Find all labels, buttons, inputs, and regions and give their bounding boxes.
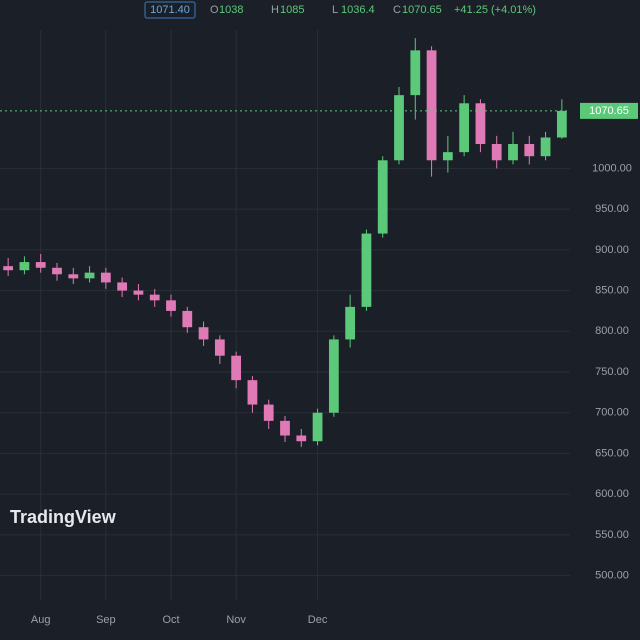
candle-body xyxy=(345,306,356,340)
ohlc-value: 1038 xyxy=(219,4,243,16)
ohlc-key: L xyxy=(332,4,338,16)
candle-body xyxy=(410,50,421,96)
candle-body xyxy=(328,339,339,413)
candle-body xyxy=(100,272,111,283)
y-tick-label: 1000.00 xyxy=(592,162,632,174)
y-tick-label: 550.00 xyxy=(595,529,629,541)
y-tick-label: 650.00 xyxy=(595,447,629,459)
y-tick-label: 500.00 xyxy=(595,569,629,581)
x-tick-label: Aug xyxy=(31,614,51,626)
candle-body xyxy=(459,103,470,153)
y-tick-label: 800.00 xyxy=(595,325,629,337)
header: 1071.40 xyxy=(144,1,196,19)
candle-body xyxy=(280,420,290,436)
ohlc-key: H xyxy=(271,4,279,16)
ohlc-key: C xyxy=(393,4,401,16)
candle-body xyxy=(312,412,323,442)
candle-body xyxy=(214,339,225,356)
candle-body xyxy=(377,160,388,234)
y-tick-label: 950.00 xyxy=(595,203,629,215)
candle-body xyxy=(231,355,242,381)
candle-body xyxy=(52,267,62,275)
candle-body xyxy=(442,152,453,161)
candle-body xyxy=(508,144,518,161)
y-tick-label: 750.00 xyxy=(595,366,629,378)
candle-body xyxy=(198,327,209,340)
candle-body xyxy=(556,110,567,138)
candle-body xyxy=(149,294,160,301)
price-box-frame xyxy=(144,1,196,19)
logo: TradingView xyxy=(10,507,117,527)
y-tick-label: 700.00 xyxy=(595,407,629,419)
x-tick-label: Oct xyxy=(162,614,179,626)
candle-body xyxy=(524,144,535,157)
candle-body xyxy=(247,380,258,405)
candle-body xyxy=(182,310,193,328)
candle-body xyxy=(166,300,176,311)
candle-body xyxy=(19,262,30,271)
candle-body xyxy=(394,95,404,161)
candle-body xyxy=(117,282,128,291)
price-box: 1071.40 xyxy=(150,4,190,16)
candle-body xyxy=(296,435,307,442)
x-tick-label: Nov xyxy=(226,614,246,626)
candle-body xyxy=(475,103,486,144)
y-tick-label: 900.00 xyxy=(595,244,629,256)
candle-body xyxy=(263,404,274,421)
candle-body xyxy=(491,144,502,161)
change: +41.25 (+4.01%) xyxy=(454,4,536,16)
candle-body xyxy=(133,290,144,295)
y-tick-label: 600.00 xyxy=(595,488,629,500)
x-tick-label: Dec xyxy=(308,614,328,626)
candle-body xyxy=(540,137,551,157)
candle-body xyxy=(3,266,14,271)
candle-body xyxy=(426,50,437,161)
ohlc-value: 1036.4 xyxy=(341,4,375,16)
candle-body xyxy=(361,233,372,307)
candle-body xyxy=(68,274,79,279)
last-price-tag xyxy=(580,102,638,119)
ohlc-value: 1085 xyxy=(280,4,304,16)
candle-body xyxy=(84,272,95,279)
ohlc-value: 1070.65 xyxy=(402,4,442,16)
last-price-label: 1070.65 xyxy=(589,105,629,117)
y-tick-label: 850.00 xyxy=(595,284,629,296)
x-tick-label: Sep xyxy=(96,614,116,626)
candle-body xyxy=(35,262,46,268)
ohlc-key: O xyxy=(210,4,219,16)
